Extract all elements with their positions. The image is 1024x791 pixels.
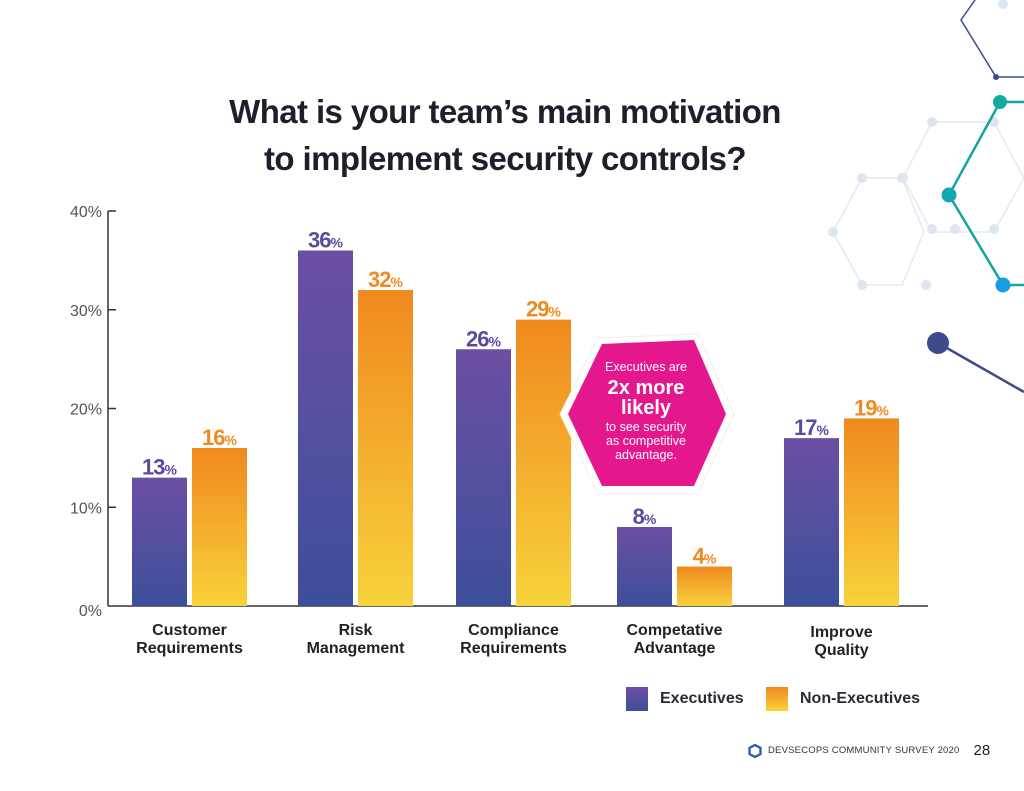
callout-line-5: as competitive xyxy=(606,434,686,448)
chart-title-line-2: to implement security controls? xyxy=(264,140,747,177)
value-number: 26 xyxy=(466,326,489,351)
y-tick-label: 20% xyxy=(70,402,102,419)
value-number: 8 xyxy=(633,504,645,529)
category-label: Advantage xyxy=(634,640,716,657)
value-label-non-executives: 29% xyxy=(526,297,561,322)
value-percent-sign: % xyxy=(704,551,717,567)
category-label: Compliance xyxy=(468,622,559,639)
category-label: Improve xyxy=(810,624,872,641)
value-number: 16 xyxy=(202,425,225,450)
value-percent-sign: % xyxy=(225,432,238,448)
category-label: Requirements xyxy=(136,640,243,657)
chart-title-line-1: What is your team’s main motivation xyxy=(229,93,781,130)
category-label: Quality xyxy=(814,642,868,659)
bar-non-executives xyxy=(844,418,899,606)
footer-survey-title: DEVSECOPS COMMUNITY SURVEY 2020 xyxy=(768,745,960,756)
value-label-executives: 36% xyxy=(308,228,343,253)
bar-executives xyxy=(784,438,839,606)
legend-label-executives: Executives xyxy=(660,690,744,707)
y-tick-label: 10% xyxy=(70,500,102,517)
value-percent-sign: % xyxy=(549,304,562,320)
callout-line-3: likely xyxy=(620,397,672,419)
value-label-non-executives: 16% xyxy=(202,425,237,450)
page-number: 28 xyxy=(973,742,991,759)
callout-line-6: advantage. xyxy=(615,448,677,462)
bar-non-executives xyxy=(677,566,732,606)
value-percent-sign: % xyxy=(877,402,890,418)
value-number: 17 xyxy=(794,415,817,440)
value-label-executives: 26% xyxy=(466,326,501,351)
category-label: Customer xyxy=(152,622,227,639)
legend-swatch-non-executives xyxy=(766,687,788,711)
legend-label-non-executives: Non-Executives xyxy=(800,690,921,707)
value-number: 19 xyxy=(854,395,877,420)
bar-executives xyxy=(298,250,353,606)
legend-item-executives: Executives xyxy=(626,686,744,712)
value-number: 29 xyxy=(526,297,549,322)
value-percent-sign: % xyxy=(489,333,502,349)
value-percent-sign: % xyxy=(817,422,830,438)
y-tick-label: 0% xyxy=(79,603,102,620)
bar-non-executives xyxy=(192,448,247,606)
value-number: 32 xyxy=(368,267,391,292)
value-percent-sign: % xyxy=(644,511,657,527)
value-label-executives: 8% xyxy=(633,504,657,529)
legend-swatch-executives xyxy=(626,687,648,711)
hexagon-logo-icon xyxy=(748,743,762,758)
bar-non-executives xyxy=(516,319,571,606)
bar-executives xyxy=(456,349,511,606)
y-tick-label: 30% xyxy=(70,303,102,320)
category-label: Management xyxy=(307,640,405,657)
value-label-non-executives: 4% xyxy=(693,544,717,569)
value-number: 36 xyxy=(308,228,331,253)
value-label-executives: 17% xyxy=(794,415,829,440)
callout-hexagon xyxy=(559,333,735,495)
category-label: Risk xyxy=(339,622,373,639)
y-tick-label: 40% xyxy=(70,204,102,221)
callout-line-4: to see security xyxy=(605,420,687,434)
bar-non-executives xyxy=(358,290,413,606)
value-percent-sign: % xyxy=(331,235,344,251)
category-label: Requirements xyxy=(460,640,567,657)
value-label-executives: 13% xyxy=(142,455,177,480)
legend-item-non-executives: Non-Executives xyxy=(766,686,920,712)
callout-line-2: 2x more xyxy=(607,377,685,399)
callout-line-1: Executives are xyxy=(605,360,687,374)
value-label-non-executives: 32% xyxy=(368,267,403,292)
value-percent-sign: % xyxy=(165,462,178,478)
value-label-non-executives: 19% xyxy=(854,395,889,420)
bar-executives xyxy=(132,477,187,606)
value-number: 4 xyxy=(693,544,706,569)
callout-text: Executives are 2x more likely to see sec… xyxy=(556,360,736,462)
value-number: 13 xyxy=(142,455,165,480)
bar-executives xyxy=(617,527,672,606)
value-percent-sign: % xyxy=(391,274,404,290)
footer: DEVSECOPS COMMUNITY SURVEY 2020 28 xyxy=(748,742,990,759)
category-label: Competative xyxy=(626,622,722,639)
